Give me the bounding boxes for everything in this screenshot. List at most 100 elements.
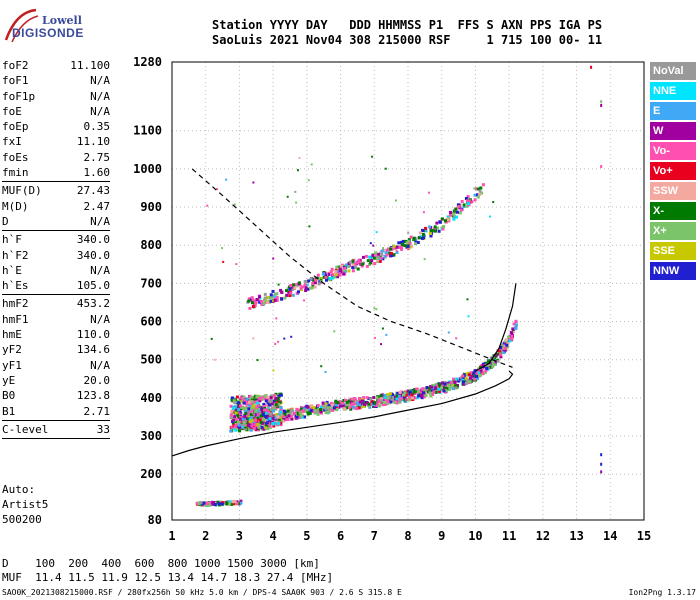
distance-row: D 100 200 400 600 800 1000 1500 3000 [km… [2, 557, 320, 570]
echo-point [247, 423, 251, 427]
echo-point [380, 343, 382, 346]
echo-point [269, 299, 273, 303]
echo-point [398, 396, 402, 400]
echo-point [391, 397, 395, 401]
echo-point [242, 420, 246, 424]
echo-point [390, 247, 394, 251]
echo-point [231, 418, 235, 422]
echo-point [412, 390, 416, 394]
param-row: h`F2 340.0 [2, 248, 110, 263]
echo-point [431, 393, 435, 396]
echo-point [484, 369, 488, 373]
echo-point [410, 244, 414, 248]
echo-point [370, 259, 374, 263]
echo-point [338, 272, 342, 276]
echo-point [440, 381, 444, 385]
echo-point [470, 200, 474, 204]
echo-point [236, 422, 240, 426]
echo-point [455, 377, 459, 381]
echo-point [483, 371, 487, 375]
echo-point [380, 249, 384, 253]
echo-point [360, 264, 364, 268]
echo-point [279, 410, 282, 414]
echo-point [250, 400, 254, 404]
param-row: D N/A [2, 214, 110, 229]
echo-point [600, 462, 603, 466]
echo-point [266, 300, 270, 304]
echo-point [241, 425, 245, 429]
param-row: fxI 11.10 [2, 134, 110, 149]
echo-point [292, 283, 295, 287]
echo-point [242, 395, 246, 399]
echo-point [447, 388, 451, 392]
echo-point [444, 219, 447, 223]
echo-point [235, 427, 239, 431]
echo-point [440, 388, 444, 392]
echo-point [466, 373, 470, 377]
param-name: h`Es [2, 279, 29, 293]
echo-point [254, 410, 258, 414]
echo-point [357, 397, 361, 400]
echo-point [269, 410, 273, 414]
echo-point [395, 401, 399, 405]
echo-point [314, 278, 318, 282]
echo-point [444, 385, 448, 389]
echo-point [267, 300, 271, 304]
echo-point [259, 300, 263, 303]
echo-point [234, 428, 238, 432]
echo-point [262, 405, 266, 408]
echo-point [295, 407, 299, 411]
echo-point [297, 408, 301, 412]
echo-point [409, 235, 413, 239]
echo-point [462, 203, 466, 207]
echo-point [291, 285, 295, 289]
echo-point [237, 419, 240, 423]
echo-point [440, 217, 444, 221]
echo-point [274, 403, 278, 407]
echo-point [258, 404, 262, 408]
echo-point [300, 414, 303, 418]
echo-point [277, 394, 281, 398]
echo-point [238, 425, 241, 429]
echo-point [477, 187, 481, 191]
echo-point [280, 297, 284, 301]
echo-point [384, 167, 387, 170]
param-value: 105.0 [76, 279, 110, 293]
echo-point [473, 187, 476, 190]
echo-point [259, 414, 263, 418]
echo-point [400, 247, 404, 251]
echo-point [485, 361, 489, 365]
echo-point [371, 155, 374, 158]
param-name: foF2 [2, 59, 29, 72]
param-value: 33 [96, 422, 110, 436]
echo-point [225, 502, 229, 505]
echo-point [298, 281, 301, 285]
echo-point [266, 416, 270, 420]
echo-point [276, 397, 280, 401]
param-name: M(D) [2, 199, 29, 213]
echo-point [253, 400, 257, 404]
echo-point [307, 179, 310, 182]
echo-point [370, 400, 374, 403]
echo-point [283, 410, 287, 414]
echo-point [510, 337, 514, 341]
echo-point [440, 386, 443, 390]
echo-point [244, 411, 248, 415]
echo-point [430, 387, 434, 391]
param-value: 340.0 [76, 248, 110, 262]
echo-point [461, 374, 465, 378]
echo-point [321, 401, 325, 405]
echo-point [437, 229, 441, 233]
echo-point [259, 420, 263, 424]
echo-point [311, 284, 315, 288]
echo-point [372, 244, 375, 247]
echo-point [239, 404, 243, 408]
echo-point [351, 259, 355, 263]
echo-point [457, 205, 461, 208]
echo-point [428, 225, 432, 229]
echo-point [434, 390, 438, 394]
echo-point [496, 352, 499, 356]
echo-point [243, 399, 246, 403]
param-value: N/A [90, 89, 110, 103]
echo-point [296, 285, 299, 288]
